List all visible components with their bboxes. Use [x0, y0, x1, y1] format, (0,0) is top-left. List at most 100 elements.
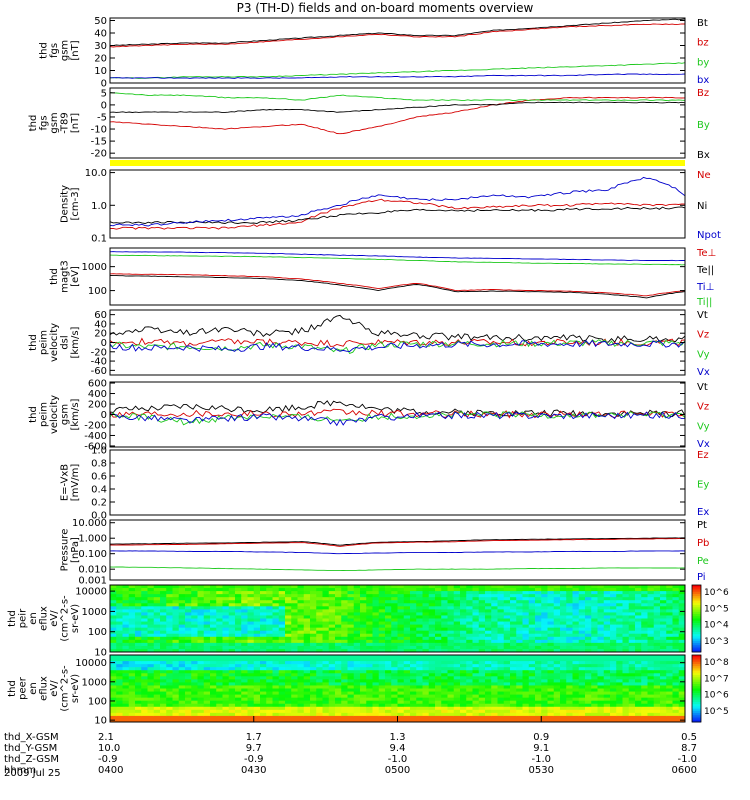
y-tick-label: 1000: [82, 262, 107, 273]
y-tick-label: 0.2: [91, 498, 107, 509]
y-tick-label: 1000: [82, 677, 107, 688]
y-label-line: thd: [28, 406, 39, 423]
legend-entry: Bz: [697, 88, 709, 99]
x-row-label: thd_X-GSM: [4, 732, 59, 743]
x-row-value: -0.9: [98, 754, 118, 765]
y-label-line: gsm: [60, 40, 71, 61]
panel-frame: [109, 247, 686, 306]
legend-entry: Ez: [697, 450, 709, 461]
y-tick-label: 40: [94, 29, 107, 40]
y-label-line: Density: [60, 185, 71, 223]
y-tick-label: 0.010: [78, 565, 107, 576]
x-row-label: hhmm: [4, 765, 36, 776]
x-row-label: thd_Z-GSM: [4, 754, 59, 765]
y-label-line: dsl: [60, 335, 71, 349]
x-row-value: -1.0: [388, 754, 408, 765]
y-label-line: [nPa]: [70, 537, 81, 563]
y-tick-label: -20: [91, 347, 107, 358]
panel-frame: [109, 584, 686, 653]
series-line-p2-2: [109, 101, 686, 113]
series-line-p5-0: [109, 314, 686, 343]
y-label-line: magt3: [60, 260, 71, 293]
y-tick-label: 0.001: [78, 576, 107, 587]
series-line-p4-3: [109, 254, 686, 266]
y-label-line: gsm: [49, 112, 60, 133]
y-tick-label: -5: [97, 112, 107, 123]
legend-entry: Vt: [697, 382, 708, 393]
colorbar-tick-label: 10^5: [704, 604, 729, 614]
x-row-value: 9.1: [533, 743, 549, 754]
series-line-p4-1: [109, 275, 686, 299]
y-label-line: eV/: [49, 680, 60, 697]
y-axis-label: thd peer en eflux eV/(cm^2-s-sr-eV): [7, 665, 81, 712]
y-tick-label: 60: [94, 310, 107, 321]
y-tick-label: 20: [94, 329, 107, 340]
y-label-line: en: [28, 612, 39, 625]
yellow-flag-bar: [110, 160, 685, 166]
y-label-line: (cm^2-s-: [60, 665, 71, 712]
series-line-p6-2: [109, 411, 686, 426]
series-line-p8-1: [109, 538, 686, 547]
y-axis-label: thd peim velocity gsm [km/s]: [28, 395, 81, 434]
y-label-line: thd: [39, 42, 50, 59]
y-label-line: thd: [28, 115, 39, 132]
legend-entry: Vz: [697, 402, 709, 413]
legend-entry: Pi: [697, 572, 706, 583]
legend-entry: Vx: [697, 367, 710, 378]
panel-frame: [109, 169, 686, 239]
y-label-line: [km/s]: [70, 398, 81, 430]
y-label-line: [cm-3]: [70, 187, 81, 220]
y-label-line: [mV/m]: [70, 464, 81, 502]
y-tick-label: 10000: [75, 658, 107, 669]
y-tick-label: 200: [88, 400, 107, 411]
legend-entry: Te||: [696, 265, 714, 276]
y-axis-label: thd fgs gsm [nT]: [39, 40, 82, 61]
panel-frame: [109, 519, 686, 581]
series-line-p5-1: [109, 337, 686, 348]
colorbar-tick-label: 10^5: [704, 707, 729, 717]
y-tick-label: 1.0: [91, 446, 107, 457]
colorbar: 10^8 10^7 10^6 10^5: [691, 654, 729, 723]
series-line-p4-0: [109, 273, 686, 297]
y-label-line: gsm: [60, 404, 71, 425]
y-label-line: thd: [28, 334, 39, 351]
x-row-label: thd_Y-GSM: [4, 743, 57, 754]
colorbar: 10^6 10^5 10^4 10^3: [691, 584, 729, 653]
y-label-line: peer: [18, 676, 29, 700]
colorbar-tick-label: 10^6: [704, 588, 729, 598]
x-row-value: 0400: [98, 765, 123, 776]
x-row-value: 0500: [385, 765, 410, 776]
legend-entry: Bx: [697, 150, 710, 161]
y-tick-label: 0.0: [91, 511, 107, 522]
y-tick-label: -60: [91, 366, 107, 377]
y-tick-label: 10: [94, 716, 107, 727]
series-line-p8-0: [110, 537, 685, 546]
series-line-p1-2: [109, 62, 686, 79]
colorbar-tick-label: 10^3: [704, 637, 729, 647]
y-label-line: peim: [39, 330, 50, 355]
x-row-value: 10.0: [98, 743, 120, 754]
panel-p2: Bz By Bx -20-15-10 -505 thd fgs gsm -T89 [nT]: [28, 87, 710, 161]
y-label-line: thd: [7, 680, 18, 697]
y-tick-label: -10: [91, 125, 107, 136]
panel-p10: 10^8 10^7 10^6 10^5 10000 1000 100 10 thd peer en e…: [7, 654, 729, 727]
panel-frame: [109, 87, 686, 159]
legend-entry: Vz: [697, 330, 709, 341]
x-row-value: 2.1: [98, 732, 114, 743]
x-row-value: 0430: [241, 765, 266, 776]
y-tick-label: 1000: [82, 607, 107, 618]
series-line-p1-3: [109, 73, 686, 79]
y-label-line: velocity: [49, 323, 60, 362]
series-line-p2-1: [109, 92, 686, 101]
y-axis-label: Density [cm-3]: [60, 185, 82, 223]
y-tick-label: 100: [88, 696, 107, 707]
y-axis-label: E=-VxB [mV/m]: [60, 464, 82, 502]
legend-entry: Vx: [697, 439, 710, 450]
y-label-line: eV/: [49, 610, 60, 627]
y-tick-label: 0.6: [91, 472, 107, 483]
legend-entry: Ey: [697, 480, 709, 491]
panel-frame: [109, 17, 686, 84]
